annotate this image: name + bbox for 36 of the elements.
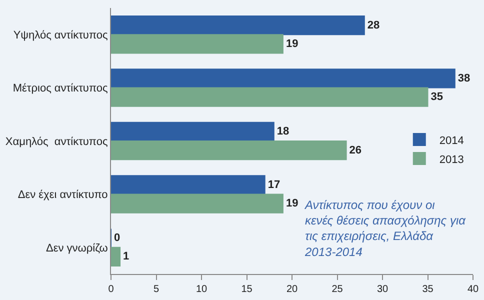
data-label: 17	[268, 178, 280, 191]
legend-label: 2014	[439, 134, 464, 147]
bar	[111, 175, 266, 195]
bar	[111, 246, 121, 267]
bar	[111, 15, 365, 36]
x-tick-label: 30	[376, 284, 388, 295]
bar	[111, 87, 428, 107]
data-label: 1	[123, 250, 130, 263]
bar	[111, 194, 284, 214]
x-tick-label: 15	[241, 284, 253, 295]
x-tick-label: 20	[286, 284, 298, 295]
x-tick-label: 0	[108, 284, 114, 295]
annotation: Αντίκτυπος που έχουν οι κενές θέσεις απασχόλησης για τις επιχειρήσεις, Ελλάδα 2013-2014	[304, 198, 467, 259]
legend-label: 2013	[439, 154, 464, 166]
bar	[111, 122, 274, 142]
x-tick-label: 5	[153, 284, 160, 295]
data-label: 38	[458, 72, 470, 84]
data-label: 28	[367, 19, 380, 32]
data-label: 26	[349, 144, 362, 156]
y-tick-label: Δεν έχει αντίκτυπο	[18, 189, 108, 202]
x-tick-label: 25	[332, 284, 344, 295]
x-tick-label: 40	[467, 284, 479, 295]
y-tick-label: Υψηλός αντίκτυπος	[13, 29, 108, 42]
x-tick-label: 35	[422, 284, 434, 295]
bar	[111, 34, 284, 54]
data-label: 0	[114, 232, 120, 244]
bar	[111, 140, 347, 160]
data-label: 18	[276, 126, 290, 138]
data-label: 35	[430, 91, 443, 104]
y-tick-label: Μέτριος αντίκτυπος	[12, 82, 108, 95]
data-label: 19	[286, 198, 298, 210]
data-label: 19	[286, 38, 298, 50]
x-tick-label: 10	[196, 284, 208, 295]
y-tick-label: Δεν γνωρίζω	[46, 242, 108, 254]
y-tick-label: Χαμηλός αντίκτυπος	[5, 136, 108, 148]
bar	[111, 68, 456, 88]
